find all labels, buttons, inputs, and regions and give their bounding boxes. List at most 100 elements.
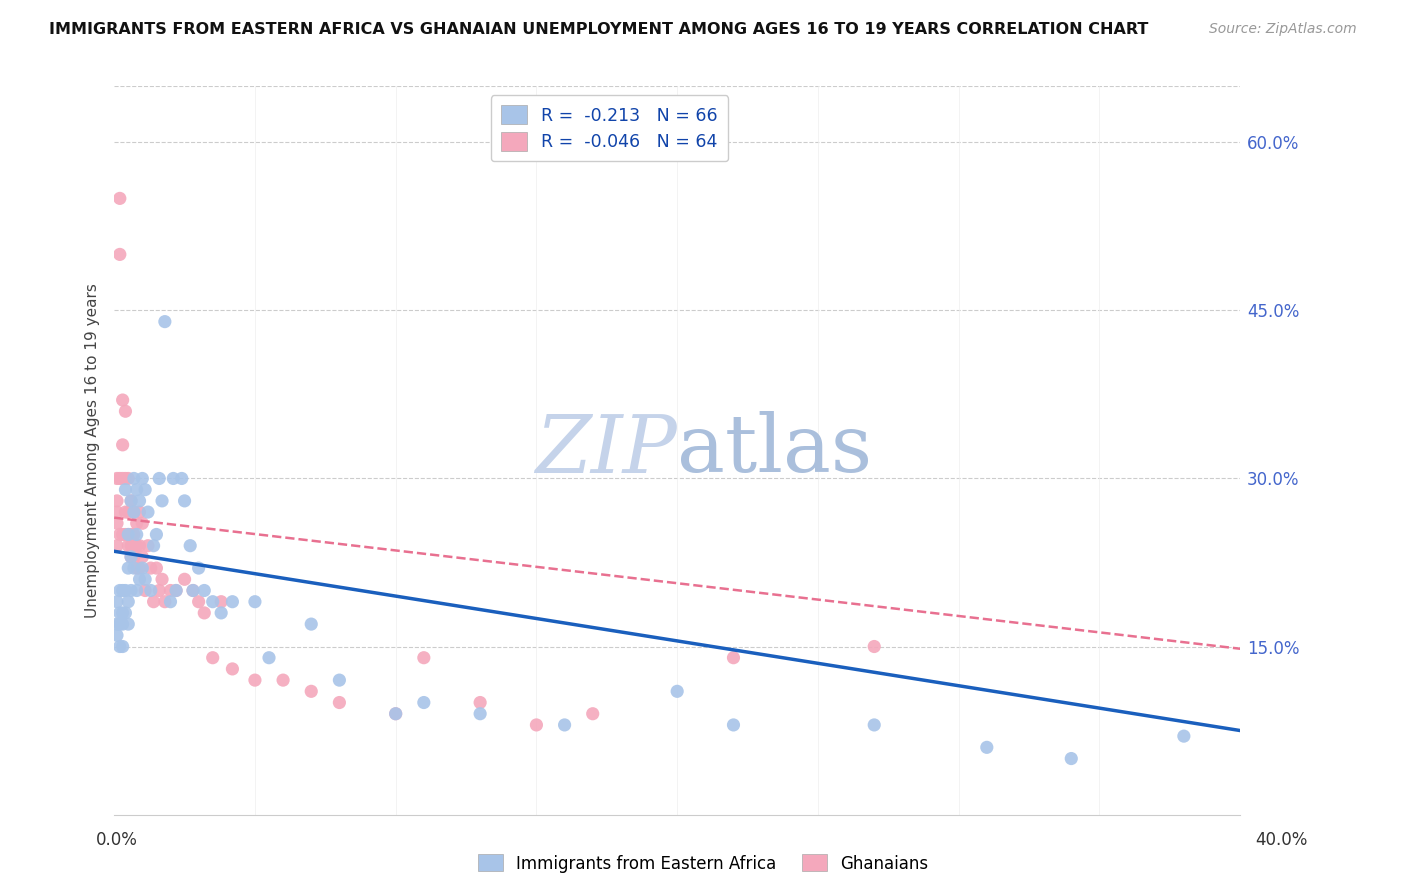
Point	[111, 583, 134, 598]
Point	[120, 549, 142, 564]
Point	[111, 617, 134, 632]
Point	[136, 505, 159, 519]
Point	[412, 650, 434, 665]
Point	[105, 471, 128, 485]
Point	[117, 505, 139, 519]
Point	[117, 539, 139, 553]
Point	[122, 561, 145, 575]
Point	[328, 673, 350, 687]
Point	[148, 583, 170, 598]
Point	[128, 505, 150, 519]
Point	[125, 561, 148, 575]
Point	[117, 471, 139, 485]
Point	[863, 718, 886, 732]
Point	[105, 494, 128, 508]
Point	[114, 404, 136, 418]
Point	[125, 527, 148, 541]
Point	[526, 718, 548, 732]
Point	[201, 650, 224, 665]
Point	[125, 483, 148, 497]
Point	[153, 595, 176, 609]
Point	[122, 505, 145, 519]
Point	[120, 549, 142, 564]
Point	[117, 527, 139, 541]
Point	[468, 696, 491, 710]
Point	[181, 583, 204, 598]
Point	[120, 494, 142, 508]
Legend: Immigrants from Eastern Africa, Ghanaians: Immigrants from Eastern Africa, Ghanaian…	[471, 847, 935, 880]
Point	[159, 595, 181, 609]
Point	[666, 684, 689, 698]
Point	[299, 684, 322, 698]
Point	[117, 527, 139, 541]
Point	[187, 595, 209, 609]
Point	[468, 706, 491, 721]
Point	[243, 595, 266, 609]
Point	[125, 516, 148, 531]
Y-axis label: Unemployment Among Ages 16 to 19 years: Unemployment Among Ages 16 to 19 years	[86, 283, 100, 618]
Text: 0.0%: 0.0%	[96, 831, 138, 849]
Point	[122, 505, 145, 519]
Point	[128, 572, 150, 586]
Point	[108, 640, 131, 654]
Point	[131, 471, 153, 485]
Point	[134, 572, 156, 586]
Point	[139, 583, 162, 598]
Point	[1060, 751, 1083, 765]
Point	[201, 595, 224, 609]
Point	[134, 583, 156, 598]
Point	[120, 494, 142, 508]
Point	[863, 640, 886, 654]
Point	[412, 696, 434, 710]
Text: 40.0%: 40.0%	[1256, 831, 1308, 849]
Point	[114, 505, 136, 519]
Legend: R =  -0.213   N = 66, R =  -0.046   N = 64: R = -0.213 N = 66, R = -0.046 N = 64	[491, 95, 728, 161]
Point	[120, 583, 142, 598]
Point	[162, 471, 184, 485]
Point	[114, 527, 136, 541]
Point	[122, 471, 145, 485]
Point	[111, 527, 134, 541]
Point	[384, 706, 406, 721]
Point	[131, 516, 153, 531]
Point	[114, 606, 136, 620]
Text: IMMIGRANTS FROM EASTERN AFRICA VS GHANAIAN UNEMPLOYMENT AMONG AGES 16 TO 19 YEAR: IMMIGRANTS FROM EASTERN AFRICA VS GHANAI…	[49, 22, 1149, 37]
Point	[128, 539, 150, 553]
Point	[193, 606, 215, 620]
Point	[128, 561, 150, 575]
Point	[111, 640, 134, 654]
Point	[193, 583, 215, 598]
Point	[122, 549, 145, 564]
Point	[187, 561, 209, 575]
Point	[125, 583, 148, 598]
Point	[117, 561, 139, 575]
Point	[271, 673, 294, 687]
Point	[114, 583, 136, 598]
Point	[243, 673, 266, 687]
Point	[105, 539, 128, 553]
Point	[108, 191, 131, 205]
Point	[976, 740, 998, 755]
Point	[108, 606, 131, 620]
Point	[108, 527, 131, 541]
Point	[131, 549, 153, 564]
Point	[142, 595, 165, 609]
Point	[134, 483, 156, 497]
Point	[142, 539, 165, 553]
Text: ZIP: ZIP	[536, 412, 678, 489]
Point	[114, 483, 136, 497]
Point	[136, 539, 159, 553]
Point	[257, 650, 280, 665]
Point	[384, 706, 406, 721]
Point	[117, 617, 139, 632]
Point	[299, 617, 322, 632]
Text: Source: ZipAtlas.com: Source: ZipAtlas.com	[1209, 22, 1357, 37]
Point	[150, 572, 173, 586]
Point	[582, 706, 605, 721]
Point	[120, 539, 142, 553]
Point	[139, 561, 162, 575]
Point	[328, 696, 350, 710]
Point	[111, 606, 134, 620]
Point	[1173, 729, 1195, 743]
Point	[108, 617, 131, 632]
